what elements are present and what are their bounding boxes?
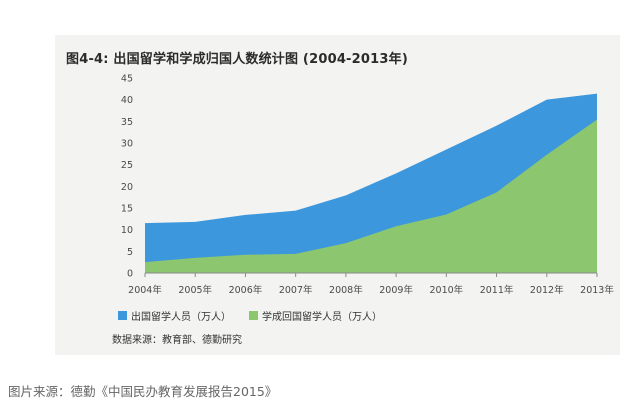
x-tick-label: 2010年 xyxy=(429,284,463,296)
x-tick-label: 2006年 xyxy=(229,284,263,296)
legend-swatch-outbound xyxy=(118,311,127,320)
x-tick-label: 2009年 xyxy=(379,284,413,296)
legend-item-returned: 学成回国留学人员（万人） xyxy=(249,308,382,323)
y-axis: 0 5 10 15 20 25 30 35 40 45 xyxy=(121,74,133,280)
legend-label-returned: 学成回国留学人员（万人） xyxy=(262,312,382,323)
source-note: 数据来源：教育部、德勤研究 xyxy=(112,335,242,346)
x-tick-label: 2005年 xyxy=(178,284,212,296)
y-tick-label: 5 xyxy=(127,247,133,258)
x-tick-label: 2011年 xyxy=(480,284,514,296)
x-tick-label: 2012年 xyxy=(530,284,564,296)
chart-title: 图4-4: 出国留学和学成归国人数统计图 (2004-2013年) xyxy=(66,52,408,67)
series-area-1 xyxy=(145,119,597,273)
y-tick-label: 45 xyxy=(121,74,133,85)
y-tick-label: 0 xyxy=(127,269,133,280)
y-tick-label: 10 xyxy=(121,225,133,236)
legend: 出国留学人员（万人） 学成回国留学人员（万人） xyxy=(118,308,400,323)
x-axis: 2004年 2005年 2006年 2007年 2008年 2009年 2010年 2011年… xyxy=(128,273,614,296)
x-tick-label: 2008年 xyxy=(329,284,363,296)
y-tick-label: 25 xyxy=(121,160,133,171)
y-tick-label: 30 xyxy=(121,139,133,150)
x-tick-label: 2007年 xyxy=(279,284,313,296)
y-tick-label: 40 xyxy=(121,95,133,106)
legend-item-outbound: 出国留学人员（万人） xyxy=(118,308,231,323)
image-caption: 图片来源：德勤《中国民办教育发展报告2015》 xyxy=(8,384,278,399)
plot-area xyxy=(144,93,598,274)
y-tick-label: 15 xyxy=(121,204,133,215)
x-tick-label: 2013年 xyxy=(580,284,614,296)
legend-label-outbound: 出国留学人员（万人） xyxy=(131,312,231,323)
legend-swatch-returned xyxy=(249,311,258,320)
x-tick-label: 2004年 xyxy=(128,284,162,296)
y-tick-label: 20 xyxy=(121,182,133,193)
y-tick-label: 35 xyxy=(121,117,133,128)
